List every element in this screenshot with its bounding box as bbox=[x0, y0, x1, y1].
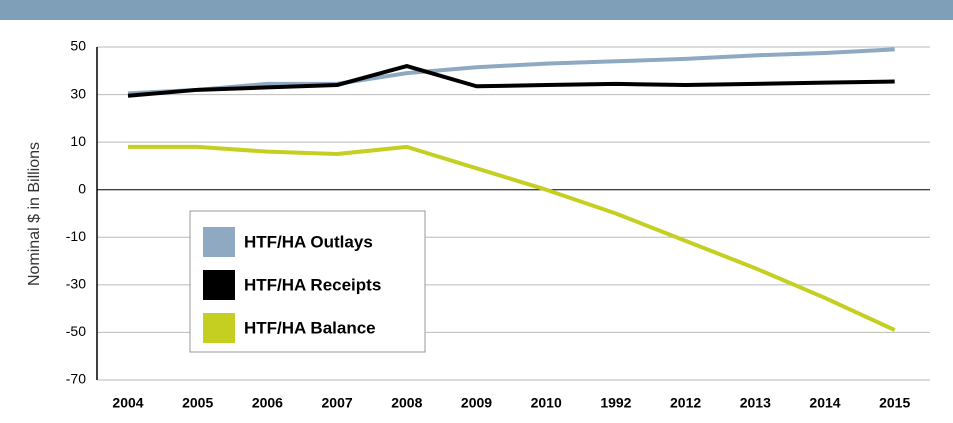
legend-label: HTF/HA Receipts bbox=[244, 275, 381, 294]
x-tick-label: 2010 bbox=[531, 395, 562, 411]
x-tick-label: 2014 bbox=[809, 395, 840, 411]
x-tick-label: 2004 bbox=[112, 395, 143, 411]
y-tick-label: -50 bbox=[66, 323, 86, 339]
legend-label: HTF/HA Outlays bbox=[244, 232, 373, 251]
y-tick-label: -30 bbox=[66, 276, 86, 292]
y-tick-label: 50 bbox=[70, 38, 86, 54]
legend-swatch bbox=[203, 270, 235, 300]
x-tick-label: 1992 bbox=[600, 395, 631, 411]
header-band bbox=[0, 0, 953, 20]
y-tick-label: -10 bbox=[66, 228, 86, 244]
x-tick-label: 2006 bbox=[252, 395, 283, 411]
legend-swatch bbox=[203, 313, 235, 343]
y-tick-label: -70 bbox=[66, 371, 86, 387]
series-line bbox=[127, 64, 895, 98]
y-tick-label: 0 bbox=[78, 180, 86, 196]
x-tick-label: 2012 bbox=[670, 395, 701, 411]
x-tick-label: 2008 bbox=[391, 395, 422, 411]
x-tick-label: 2013 bbox=[740, 395, 771, 411]
y-axis-label: Nominal $ in Billions bbox=[26, 142, 43, 286]
series-line bbox=[128, 144, 896, 332]
legend-swatch bbox=[203, 227, 235, 257]
x-tick-label: 2005 bbox=[182, 395, 213, 411]
y-tick-label: 10 bbox=[70, 133, 86, 149]
x-tick-label: 2015 bbox=[879, 395, 910, 411]
legend-label: HTF/HA Balance bbox=[244, 318, 376, 337]
x-tick-label: 2009 bbox=[461, 395, 492, 411]
series-line bbox=[127, 47, 895, 96]
x-tick-label: 2007 bbox=[322, 395, 353, 411]
y-tick-label: 30 bbox=[70, 85, 86, 101]
